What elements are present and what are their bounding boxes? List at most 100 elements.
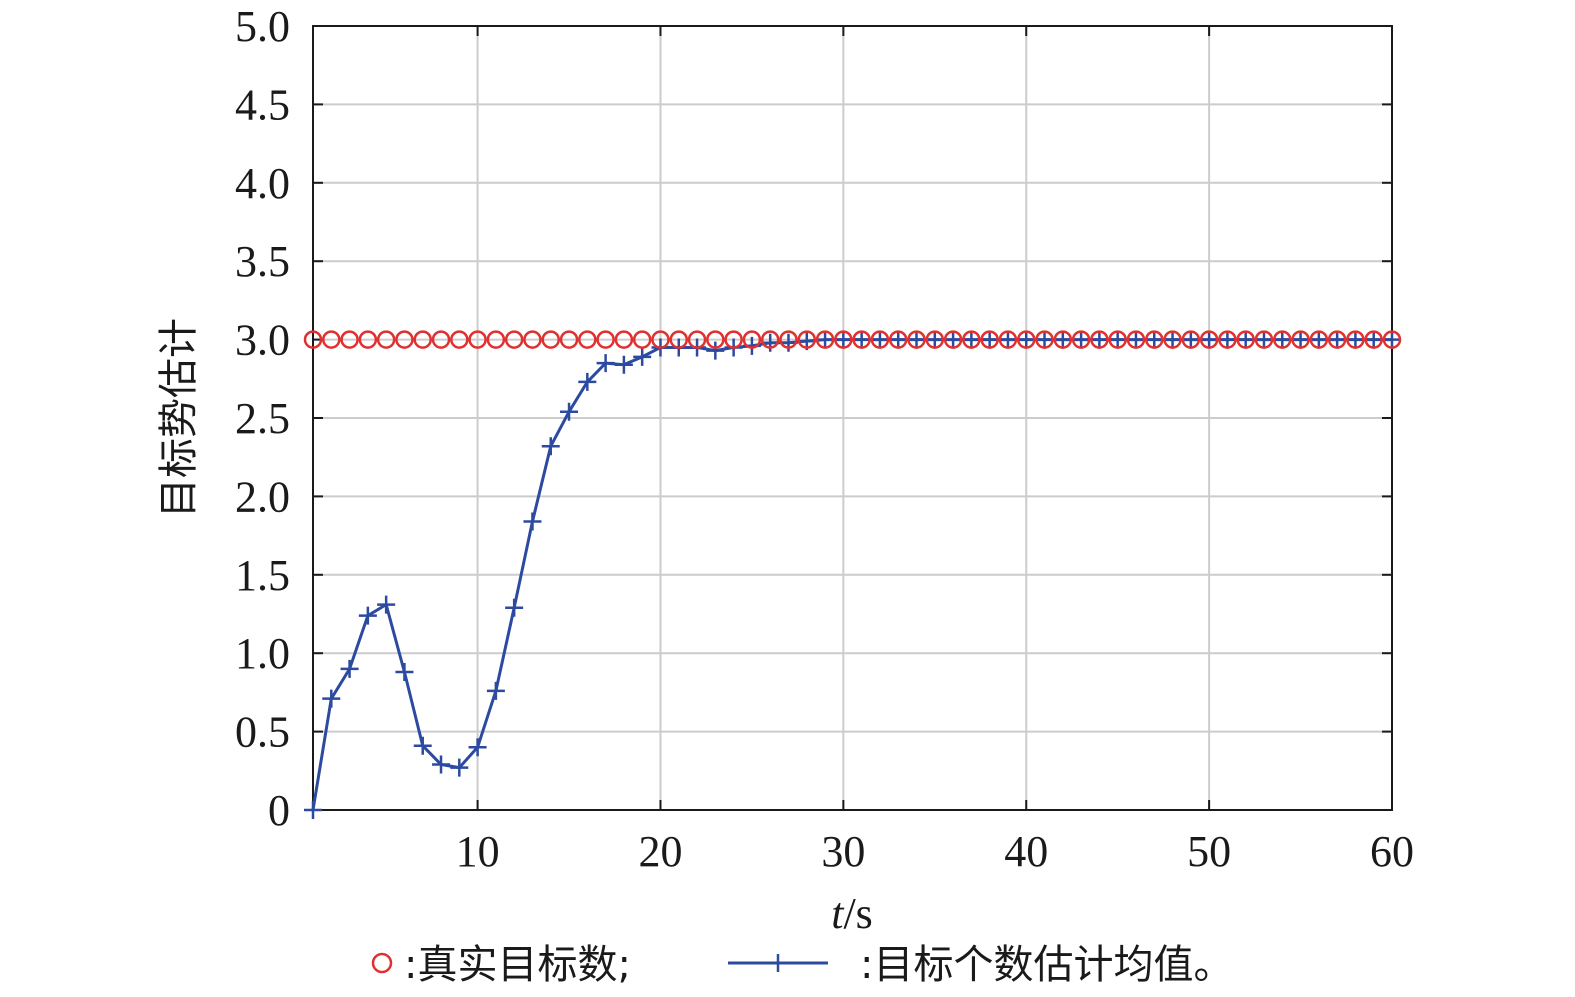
point-estimate (450, 758, 469, 777)
y-tick-label: 1.5 (235, 551, 290, 600)
point-true (632, 330, 652, 349)
point-estimate (870, 330, 889, 349)
point-true (1035, 330, 1054, 349)
point-true (907, 330, 926, 349)
point-true (1346, 330, 1365, 349)
legend-marker-true (371, 952, 393, 974)
point-true (1254, 330, 1274, 349)
point-true (303, 330, 323, 349)
point-estimate (1273, 330, 1292, 349)
point-true (962, 330, 981, 349)
point-estimate (1236, 330, 1255, 349)
point-estimate (1200, 330, 1219, 349)
point-true (651, 330, 670, 349)
point-estimate (944, 330, 963, 349)
point-estimate (889, 330, 908, 349)
point-true (450, 330, 469, 349)
y-tick-label: 5.0 (235, 2, 290, 51)
point-true (888, 330, 908, 349)
point-estimate (1383, 330, 1401, 349)
point-true (706, 330, 725, 349)
point-true (1071, 330, 1091, 349)
point-estimate (523, 512, 542, 531)
point-true (340, 330, 359, 349)
point-true (1108, 330, 1127, 349)
x-tick-label: 40 (1004, 827, 1048, 876)
point-estimate (505, 598, 524, 617)
y-tick-label: 4.5 (235, 80, 290, 129)
grid (313, 26, 1392, 810)
point-estimate (1254, 330, 1273, 349)
point-true (1273, 330, 1292, 349)
point-estimate (1291, 330, 1310, 349)
point-true (376, 330, 396, 349)
point-true (980, 330, 999, 349)
point-true (943, 330, 963, 349)
x-axis-label-var: t (831, 889, 845, 938)
point-true (724, 330, 743, 349)
y-tick-label: 2.0 (235, 472, 290, 521)
point-estimate (1328, 330, 1347, 349)
point-true (1016, 330, 1036, 349)
point-estimate (413, 736, 432, 755)
legend-label-true: :真实目标数; (404, 942, 631, 988)
x-tick-label: 50 (1187, 827, 1231, 876)
point-true (998, 330, 1018, 349)
point-estimate (578, 372, 597, 391)
point-true (779, 330, 798, 349)
point-estimate (1090, 330, 1109, 349)
point-estimate (1017, 330, 1036, 349)
point-true (486, 330, 506, 349)
point-true (614, 330, 634, 349)
point-estimate (377, 595, 396, 614)
point-true (1090, 330, 1109, 349)
point-true (815, 330, 835, 349)
point-true (669, 330, 689, 349)
point-true (1053, 330, 1073, 349)
point-true (559, 330, 579, 349)
point-estimate (560, 402, 579, 421)
x-tick-label: 20 (638, 827, 682, 876)
y-tick-label: 3.0 (235, 316, 290, 365)
point-estimate (1145, 330, 1164, 349)
point-estimate (1309, 330, 1328, 349)
x-axis-label: t/s (831, 889, 873, 938)
y-tick-label: 1.0 (235, 629, 290, 678)
point-true (504, 330, 524, 349)
point-true (742, 330, 762, 349)
x-tick-label: 10 (456, 827, 500, 876)
point-estimate (962, 330, 981, 349)
point-true (925, 330, 945, 349)
point-estimate (395, 663, 414, 682)
point-estimate (486, 681, 505, 700)
point-true (1309, 330, 1329, 349)
point-true (834, 330, 853, 349)
point-estimate (1218, 330, 1237, 349)
point-estimate (596, 354, 615, 373)
point-true (870, 330, 890, 349)
point-true (1145, 330, 1164, 349)
point-true (852, 330, 871, 349)
point-estimate (468, 738, 487, 757)
series-layer (303, 330, 1402, 819)
point-estimate (816, 330, 835, 349)
point-true (395, 330, 414, 349)
point-true (596, 330, 615, 349)
point-estimate (1346, 330, 1365, 349)
point-estimate (1163, 330, 1182, 349)
x-axis-label-unit: /s (843, 889, 872, 938)
point-estimate (1053, 330, 1072, 349)
point-true (1327, 330, 1347, 349)
point-estimate (633, 347, 652, 366)
point-estimate (1072, 330, 1091, 349)
point-estimate (834, 330, 853, 349)
x-tick-label: 60 (1370, 827, 1414, 876)
y-tick-label: 3.5 (235, 237, 290, 286)
y-tick-label: 0.5 (235, 708, 290, 757)
point-estimate (1108, 330, 1127, 349)
point-true (760, 330, 780, 349)
point-true (1291, 330, 1310, 349)
point-estimate (304, 801, 322, 819)
point-estimate (852, 330, 871, 349)
